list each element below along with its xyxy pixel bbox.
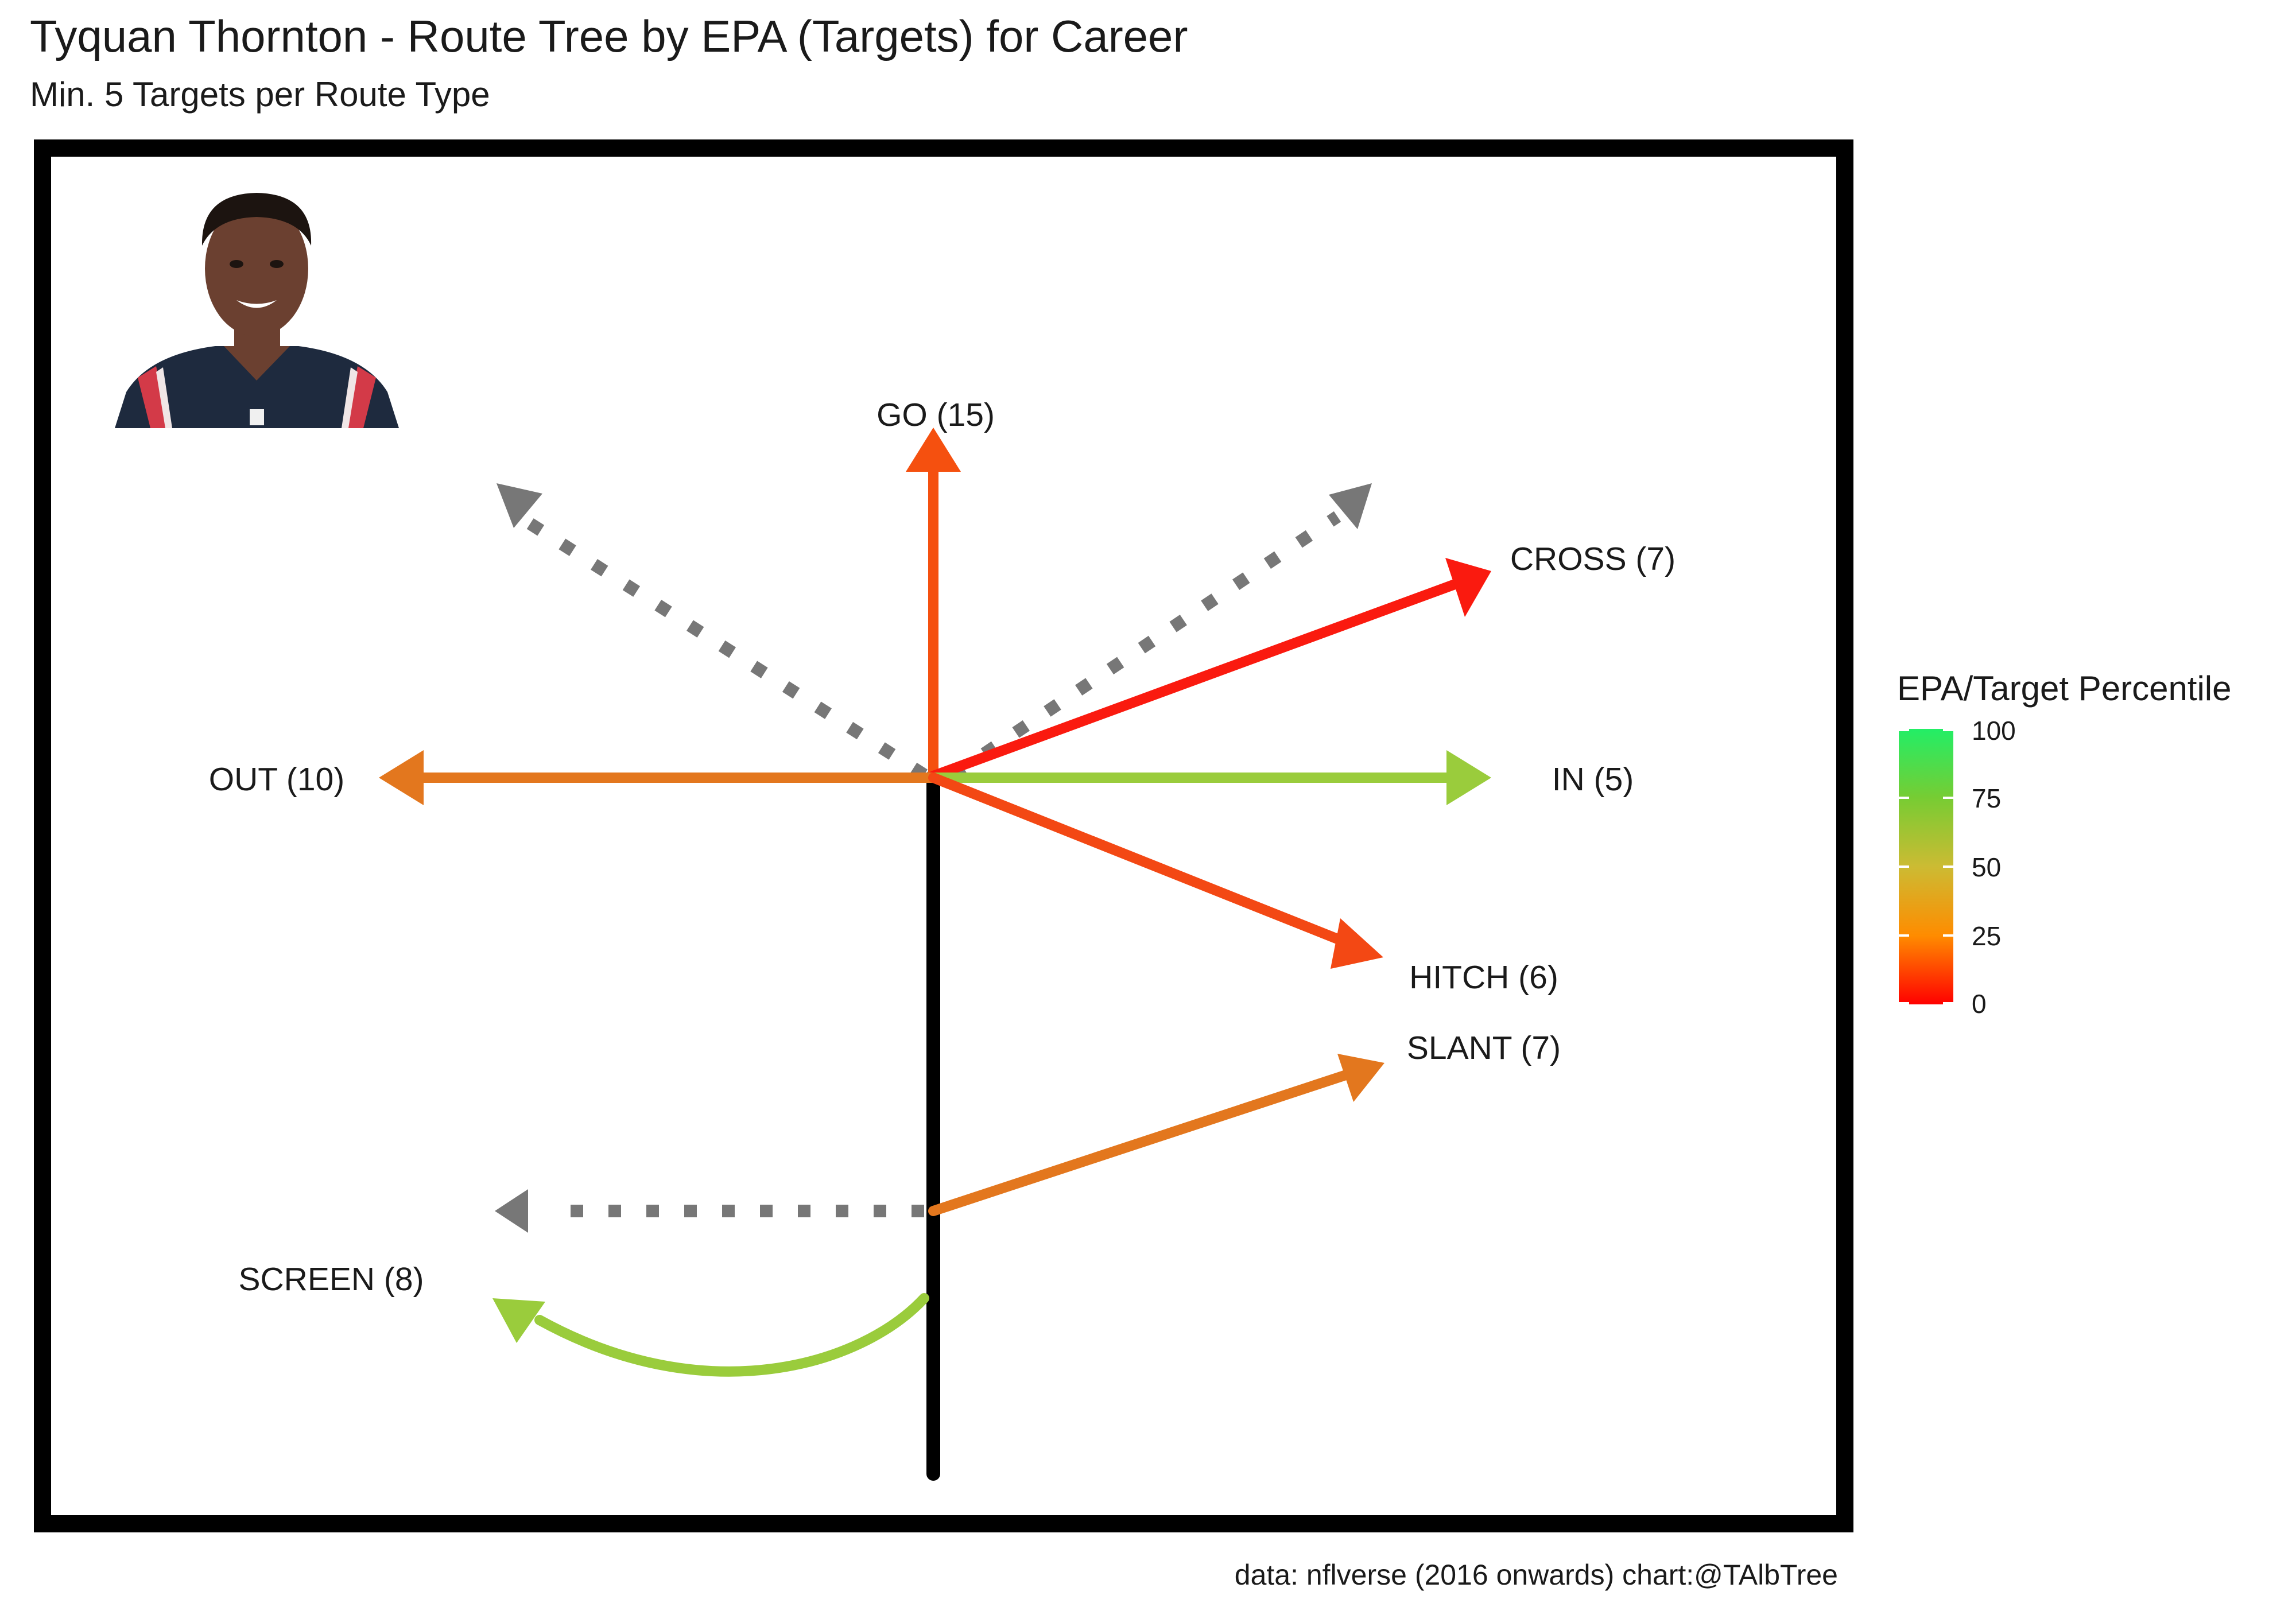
chart-title: Tyquan Thornton - Route Tree by EPA (Tar… [30,11,1188,61]
unqualified-arrowheads [495,483,1372,1233]
arrowhead-go [906,428,961,472]
legend-label-50: 50 [1972,852,2002,882]
qualified-routes [413,454,1463,1377]
route-cross [928,578,1463,781]
legend-tick [1899,1002,1909,1004]
legend-tick [1899,797,1909,799]
route-arrowheads [379,428,1491,1343]
unqualified-arrowhead [495,1189,528,1233]
legend-label-75: 75 [1972,783,2002,813]
legend-label-0: 0 [1972,989,1987,1019]
label-screen: SCREEN (8) [238,1261,424,1298]
legend-label-100: 100 [1972,716,2016,746]
label-slant: SLANT (7) [1407,1030,1561,1066]
label-hitch: HITCH (6) [1409,959,1558,996]
label-in: IN (5) [1552,761,1634,798]
chart-subtitle: Min. 5 Targets per Route Type [30,75,490,114]
unqualified-routes [525,511,1341,1217]
legend-tick [1899,729,1909,731]
arrowhead-out [379,750,424,805]
label-go: GO (15) [876,397,995,433]
unqualified-route-corner-left [525,517,928,781]
legend-tick [1899,865,1909,868]
label-cross: CROSS (7) [1510,541,1676,577]
arrowhead-hitch [1331,918,1383,969]
legend-tick [1943,1002,1953,1004]
legend-label-25: 25 [1972,921,2002,951]
label-out: OUT (10) [209,761,345,798]
arrowhead-screen [492,1298,545,1343]
legend-tick [1943,865,1953,868]
unqualified-arrowhead [497,483,542,528]
legend-tick [1899,934,1909,937]
route-hitch [928,773,1360,951]
legend-title: EPA/Target Percentile [1897,669,2232,708]
legend-tick [1943,729,1953,731]
legend-tick [1943,797,1953,799]
panel-border [34,139,1853,1532]
arrowhead-cross [1445,558,1491,617]
unqualified-route-post-right [949,511,1341,781]
legend-tick [1943,934,1953,937]
arrowhead-in [1446,750,1491,805]
chart-caption: data: nflverse (2016 onwards) chart:@TAl… [1234,1559,1838,1591]
arrowhead-slant [1337,1054,1384,1102]
route-slant [928,1067,1360,1216]
route-screen [534,1293,929,1377]
unqualified-arrowhead [1329,483,1372,529]
player-headshot-icon [115,193,399,428]
